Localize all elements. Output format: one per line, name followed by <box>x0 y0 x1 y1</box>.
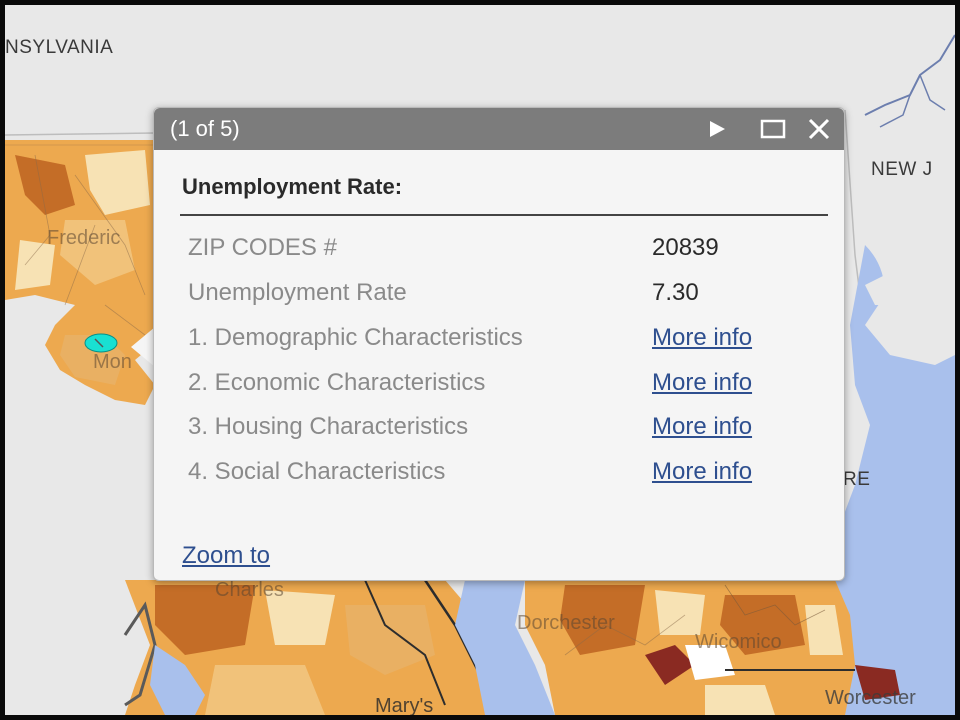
county-label-wicomico: Wicomico <box>695 631 782 653</box>
maximize-icon <box>760 119 786 139</box>
link-row-label: 4. Social Characteristics <box>188 458 446 485</box>
more-info-link-housing[interactable]: More info <box>652 413 753 440</box>
state-label-pennsylvania: NSYLVANIA <box>5 37 114 58</box>
link-row-label: 1. Demographic Characteristics <box>188 324 523 351</box>
link-row-social: 4. Social Characteristics More info <box>188 458 828 492</box>
popup-title: Unemployment Rate: <box>182 174 403 199</box>
close-button[interactable] <box>804 114 834 144</box>
maximize-button[interactable] <box>758 114 788 144</box>
popup-pointer <box>131 327 155 367</box>
selected-zip-area[interactable] <box>84 333 118 353</box>
link-row-economic: 2. Economic Characteristics More info <box>188 369 828 403</box>
county-label-st-marys: Mary's <box>375 695 434 717</box>
attribute-label: ZIP CODES # <box>188 234 337 261</box>
link-row-demographic: 1. Demographic Characteristics More info <box>188 324 828 358</box>
state-label-new-jersey: NEW J <box>871 159 933 180</box>
zoom-to-link[interactable]: Zoom to <box>182 542 271 569</box>
attribute-row-unemployment: Unemployment Rate 7.30 <box>188 279 828 313</box>
next-feature-button[interactable] <box>702 114 732 144</box>
attribute-row-zip: ZIP CODES # 20839 <box>188 234 828 268</box>
attribute-value: 20839 <box>652 234 719 261</box>
water-body <box>825 245 955 715</box>
attribute-label: Unemployment Rate <box>188 279 407 306</box>
state-label-delaware: RE <box>843 469 871 490</box>
more-info-link-demographic[interactable]: More info <box>652 324 753 351</box>
county-label-worcester: Worcester <box>825 687 916 709</box>
link-row-housing: 3. Housing Characteristics More info <box>188 413 828 447</box>
county-label-montgomery: Mon <box>93 351 132 373</box>
info-popup: (1 of 5) Unemployment Rate: ZIP CODES # … <box>153 107 845 581</box>
county-label-charles: Charles <box>215 579 284 601</box>
close-icon <box>808 118 830 140</box>
play-next-icon <box>710 121 725 137</box>
link-row-label: 2. Economic Characteristics <box>188 369 486 396</box>
more-info-link-social[interactable]: More info <box>652 458 753 485</box>
more-info-link-economic[interactable]: More info <box>652 369 753 396</box>
attribute-value: 7.30 <box>652 279 699 306</box>
popup-header: (1 of 5) <box>154 108 844 150</box>
popup-divider <box>180 214 828 216</box>
county-label-frederick: Frederic <box>47 227 121 249</box>
link-row-label: 3. Housing Characteristics <box>188 413 469 440</box>
county-label-dorchester: Dorchester <box>517 612 615 634</box>
popup-page-count: (1 of 5) <box>170 116 240 141</box>
